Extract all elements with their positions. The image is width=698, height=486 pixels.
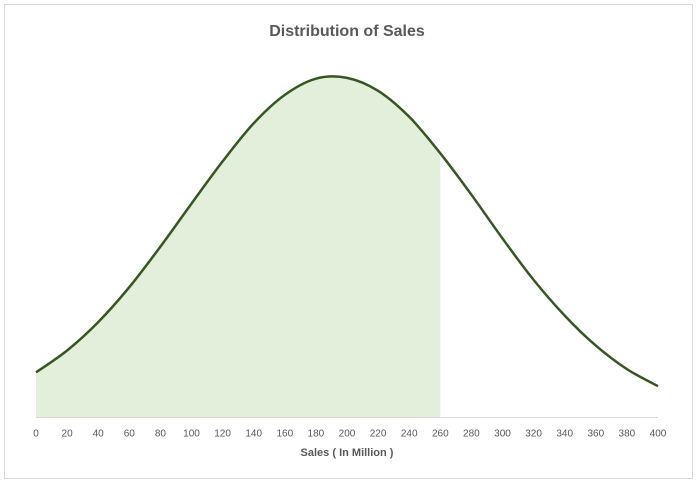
x-tick-label: 260	[432, 429, 449, 440]
x-tick-label: 140	[245, 429, 262, 440]
x-tick-label: 80	[155, 429, 167, 440]
curve	[35, 75, 659, 388]
x-tick-label: 200	[339, 429, 356, 440]
x-tick-label: 40	[93, 429, 105, 440]
x-tick-label: 280	[463, 429, 480, 440]
shaded-area	[36, 76, 441, 417]
x-tick-label: 240	[401, 429, 418, 440]
chart-title: Distribution of Sales	[269, 23, 425, 40]
x-tick-label: 380	[619, 429, 636, 440]
x-tick-label: 220	[370, 429, 387, 440]
x-tick-label: 180	[308, 429, 325, 440]
x-tick-label: 100	[183, 429, 200, 440]
x-tick-label: 160	[276, 429, 293, 440]
x-axis-title: Sales ( In Million )	[301, 447, 394, 459]
x-tick-label: 320	[525, 429, 542, 440]
x-tick-label: 20	[62, 429, 74, 440]
x-tick-label: 0	[33, 429, 39, 440]
x-tick-label: 400	[650, 429, 667, 440]
x-tick-label: 340	[556, 429, 573, 440]
x-tick-label: 360	[587, 429, 604, 440]
x-tick-label: 60	[124, 429, 136, 440]
x-tick-label: 120	[214, 429, 231, 440]
x-tick-label: 300	[494, 429, 511, 440]
